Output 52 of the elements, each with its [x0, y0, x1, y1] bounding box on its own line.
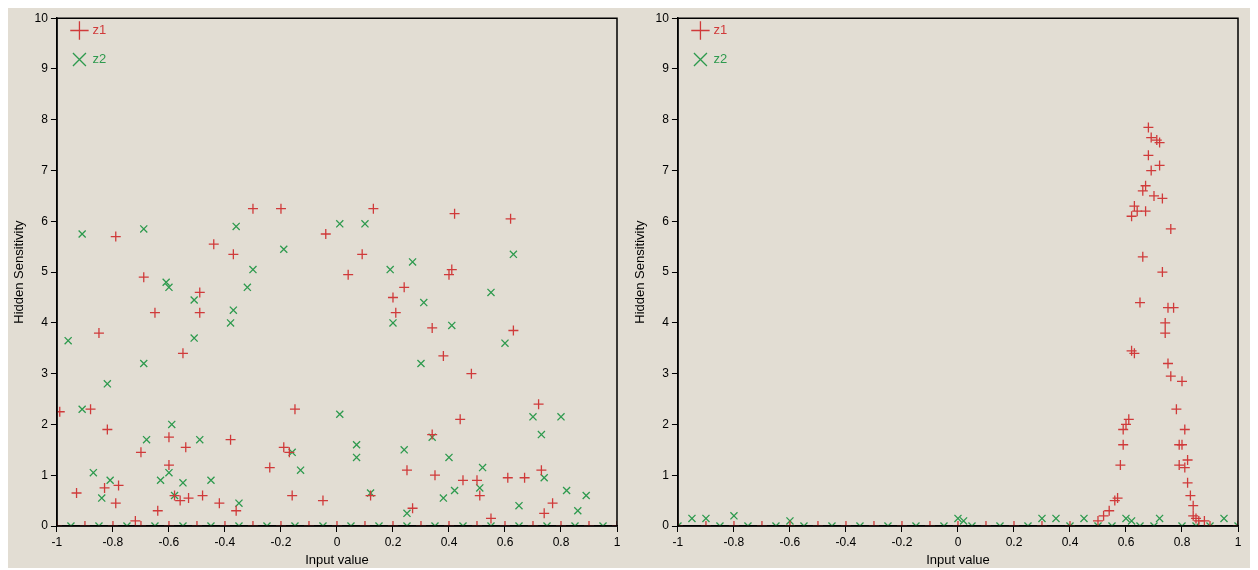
- x-tick-label: -0.4: [835, 534, 857, 549]
- x-tick-label: -0.2: [270, 534, 292, 549]
- y-tick-label: 5: [662, 264, 670, 279]
- y-tick-label: 2: [662, 416, 670, 431]
- x-axis-title: Input value: [305, 551, 369, 567]
- x-tick-label: 0.2: [1005, 534, 1023, 549]
- x-tick-label: 1: [613, 534, 621, 549]
- legend-label: z1: [713, 22, 728, 38]
- x-tick-label: 0.6: [496, 534, 514, 549]
- x-tick-label: 0.8: [552, 534, 570, 549]
- x-tick-label: -0.8: [723, 534, 745, 549]
- x-tick-label: -1: [51, 534, 63, 549]
- x-tick-label: -0.8: [102, 534, 124, 549]
- y-tick-label: 7: [662, 162, 670, 177]
- y-tick-label: 2: [41, 416, 49, 431]
- y-tick-label: 10: [655, 10, 670, 25]
- x-tick-label: 0.4: [440, 534, 458, 549]
- y-tick-label: 1: [662, 467, 670, 482]
- y-tick-label: 0: [662, 518, 670, 533]
- x-tick-label: 0.6: [1117, 534, 1135, 549]
- y-tick-label: 9: [41, 61, 49, 76]
- y-tick-label: 6: [662, 213, 670, 228]
- y-tick-label: 8: [662, 112, 670, 127]
- x-tick-label: 0: [954, 534, 962, 549]
- legend-label: z2: [92, 51, 107, 67]
- x-tick-label: -0.6: [158, 534, 180, 549]
- y-tick-label: 9: [662, 61, 670, 76]
- x-tick-label: 0: [333, 534, 341, 549]
- legend-label: z1: [92, 22, 107, 38]
- y-tick-label: 10: [34, 10, 49, 25]
- x-tick-label: 0.2: [384, 534, 402, 549]
- y-axis-title: Hidden Sensitivity: [632, 219, 648, 324]
- legend-label: z2: [713, 51, 728, 67]
- y-tick-label: 0: [41, 518, 49, 533]
- x-axis-title: Input value: [926, 551, 990, 567]
- y-tick-label: 4: [41, 315, 49, 330]
- y-tick-label: 8: [41, 112, 49, 127]
- y-tick-label: 5: [41, 264, 49, 279]
- y-tick-label: 4: [662, 315, 670, 330]
- y-tick-label: 1: [41, 467, 49, 482]
- x-tick-label: -0.6: [779, 534, 801, 549]
- x-tick-label: -1: [672, 534, 684, 549]
- x-tick-label: -0.4: [214, 534, 236, 549]
- x-tick-label: 1: [1234, 534, 1242, 549]
- y-axis-title: Hidden Sensitivity: [11, 219, 27, 324]
- y-tick-label: 6: [41, 213, 49, 228]
- x-tick-label: -0.2: [891, 534, 913, 549]
- y-tick-label: 7: [41, 162, 49, 177]
- x-tick-label: 0.4: [1061, 534, 1079, 549]
- y-tick-label: 3: [662, 365, 670, 380]
- y-tick-label: 3: [41, 365, 49, 380]
- x-tick-label: 0.8: [1173, 534, 1191, 549]
